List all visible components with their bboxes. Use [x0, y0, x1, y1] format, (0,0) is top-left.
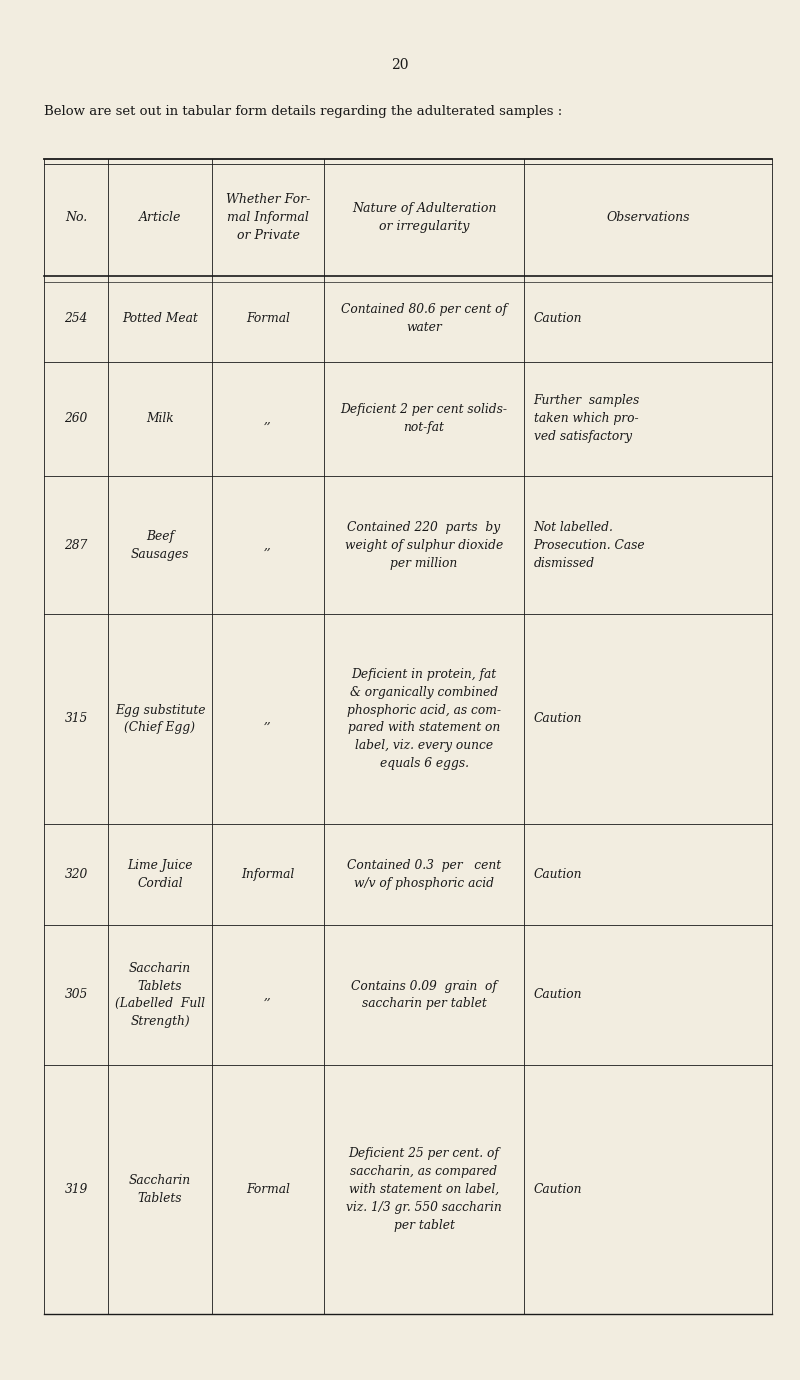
- Text: 315: 315: [64, 712, 88, 726]
- Text: Potted Meat: Potted Meat: [122, 312, 198, 326]
- Text: dismissed: dismissed: [534, 556, 594, 570]
- Text: Milk: Milk: [146, 413, 174, 425]
- Text: ,,: ,,: [264, 413, 272, 425]
- Text: or Private: or Private: [237, 229, 299, 242]
- Text: Beef: Beef: [146, 530, 174, 542]
- Text: water: water: [406, 322, 442, 334]
- Text: Observations: Observations: [606, 211, 690, 224]
- Text: Contained 0.3  per   cent: Contained 0.3 per cent: [347, 858, 501, 872]
- Text: Sausages: Sausages: [131, 548, 189, 560]
- Text: taken which pro-: taken which pro-: [534, 413, 638, 425]
- Text: Deficient 2 per cent solids-: Deficient 2 per cent solids-: [341, 403, 507, 417]
- Text: Saccharin: Saccharin: [129, 1174, 191, 1187]
- Text: Whether For-: Whether For-: [226, 193, 310, 206]
- Text: Not labelled.: Not labelled.: [534, 520, 614, 534]
- Text: 260: 260: [64, 413, 88, 425]
- Text: saccharin per tablet: saccharin per tablet: [362, 998, 486, 1010]
- Text: Nature of Adulteration: Nature of Adulteration: [352, 201, 496, 215]
- Text: Formal: Formal: [246, 312, 290, 326]
- Text: (Labelled  Full: (Labelled Full: [115, 998, 205, 1010]
- Text: 305: 305: [64, 988, 88, 1002]
- Text: weight of sulphur dioxide: weight of sulphur dioxide: [345, 538, 503, 552]
- Text: Caution: Caution: [534, 988, 582, 1002]
- Text: Contained 80.6 per cent of: Contained 80.6 per cent of: [341, 304, 507, 316]
- Text: Caution: Caution: [534, 868, 582, 880]
- Text: viz. 1/3 gr. 550 saccharin: viz. 1/3 gr. 550 saccharin: [346, 1201, 502, 1214]
- Text: ,,: ,,: [264, 538, 272, 552]
- Text: Strength): Strength): [130, 1016, 190, 1028]
- Text: Egg substitute: Egg substitute: [114, 704, 206, 716]
- Text: with statement on label,: with statement on label,: [349, 1183, 499, 1196]
- Text: Caution: Caution: [534, 1183, 582, 1196]
- Text: pared with statement on: pared with statement on: [348, 722, 500, 734]
- Text: Cordial: Cordial: [138, 876, 182, 890]
- Text: Saccharin: Saccharin: [129, 962, 191, 974]
- Text: & organically combined: & organically combined: [350, 686, 498, 698]
- Text: Informal: Informal: [242, 868, 294, 880]
- Text: 320: 320: [64, 868, 88, 880]
- Text: ,,: ,,: [264, 988, 272, 1002]
- Text: Further  samples: Further samples: [534, 395, 640, 407]
- Text: (Chief Egg): (Chief Egg): [125, 722, 195, 734]
- Text: w/v of phosphoric acid: w/v of phosphoric acid: [354, 876, 494, 890]
- Text: Contained 220  parts  by: Contained 220 parts by: [347, 520, 501, 534]
- Text: Lime Juice: Lime Juice: [127, 858, 193, 872]
- Text: mal Informal: mal Informal: [227, 211, 309, 224]
- Text: saccharin, as compared: saccharin, as compared: [350, 1165, 498, 1179]
- Text: per tablet: per tablet: [394, 1219, 454, 1232]
- Text: 319: 319: [64, 1183, 88, 1196]
- Text: not-fat: not-fat: [403, 421, 445, 435]
- Text: ved satisfactory: ved satisfactory: [534, 431, 632, 443]
- Text: Prosecution. Case: Prosecution. Case: [534, 538, 646, 552]
- Text: phosphoric acid, as com-: phosphoric acid, as com-: [347, 704, 501, 716]
- Text: per million: per million: [390, 556, 458, 570]
- Text: ,,: ,,: [264, 712, 272, 726]
- Text: Formal: Formal: [246, 1183, 290, 1196]
- Text: or irregularity: or irregularity: [378, 219, 470, 233]
- Text: Deficient 25 per cent. of: Deficient 25 per cent. of: [349, 1147, 499, 1161]
- Text: Tablets: Tablets: [138, 1192, 182, 1205]
- Text: Caution: Caution: [534, 712, 582, 726]
- Text: Tablets: Tablets: [138, 980, 182, 992]
- Text: Caution: Caution: [534, 312, 582, 326]
- Text: No.: No.: [65, 211, 87, 224]
- Text: Article: Article: [139, 211, 181, 224]
- Text: 20: 20: [391, 58, 409, 72]
- Text: Deficient in protein, fat: Deficient in protein, fat: [351, 668, 497, 680]
- Text: Contains 0.09  grain  of: Contains 0.09 grain of: [351, 980, 497, 992]
- Text: label, viz. every ounce: label, viz. every ounce: [355, 740, 493, 752]
- Text: 254: 254: [64, 312, 88, 326]
- Text: 287: 287: [64, 538, 88, 552]
- Text: Below are set out in tabular form details regarding the adulterated samples :: Below are set out in tabular form detail…: [44, 105, 562, 117]
- Text: equals 6 eggs.: equals 6 eggs.: [379, 758, 469, 770]
